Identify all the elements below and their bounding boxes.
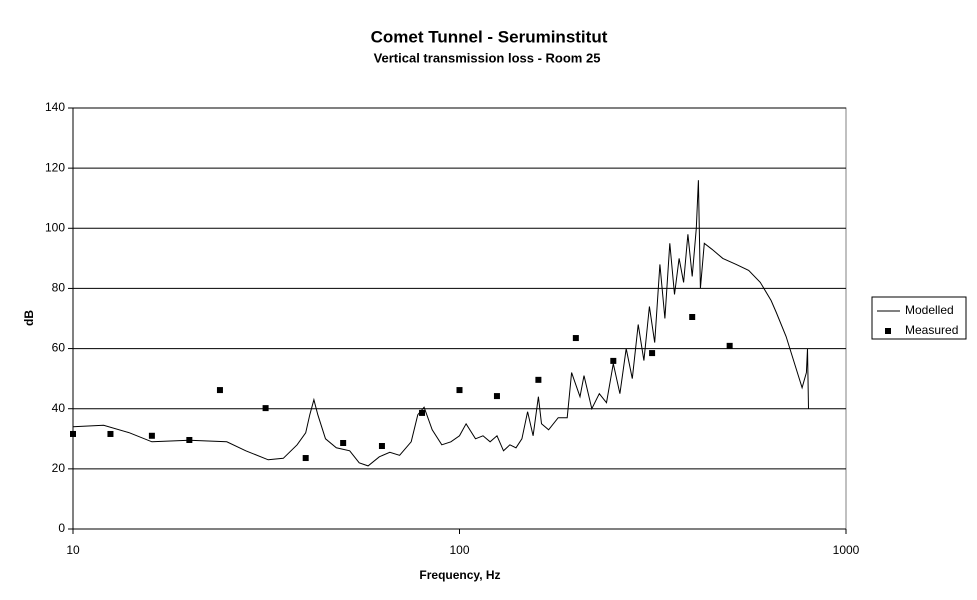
measured-point (610, 357, 617, 364)
x-tick-label: 10 (66, 543, 80, 557)
y-tick-label: 0 (58, 521, 65, 535)
measured-point (70, 430, 76, 437)
measured-point (148, 432, 155, 439)
measured-point (186, 436, 193, 443)
measured-point (456, 387, 463, 394)
y-tick-label: 60 (52, 341, 66, 355)
measured-point (216, 387, 223, 394)
y-tick-label: 140 (45, 100, 65, 114)
chart-title: Comet Tunnel - Seruminstitut (371, 27, 608, 46)
chart-subtitle: Vertical transmission loss - Room 25 (374, 50, 601, 65)
legend-label: Modelled (905, 303, 954, 317)
measured-point (419, 409, 426, 416)
modelled-line (72, 180, 809, 467)
x-axis-label: Frequency, Hz (419, 568, 500, 582)
measured-point (535, 376, 542, 383)
y-tick-label: 20 (52, 461, 66, 475)
measured-point (340, 439, 347, 446)
legend-label: Measured (905, 323, 958, 337)
measured-point (302, 455, 309, 462)
y-axis-label: dB (22, 310, 36, 326)
plot-area (72, 107, 847, 530)
y-tick-label: 120 (45, 160, 65, 174)
y-tick-label: 100 (45, 220, 65, 234)
y-tick-label: 80 (52, 281, 66, 295)
measured-point (726, 342, 733, 349)
legend-swatch (885, 328, 891, 334)
x-tick-label: 1000 (833, 543, 860, 557)
measured-point (493, 393, 500, 400)
y-tick-label: 40 (52, 401, 66, 415)
measured-point (572, 335, 579, 342)
measured-point (649, 350, 656, 357)
measured-point (689, 313, 696, 320)
measured-point (262, 405, 269, 412)
x-tick-label: 100 (449, 543, 469, 557)
measured-point (378, 443, 385, 450)
measured-point (107, 430, 114, 437)
